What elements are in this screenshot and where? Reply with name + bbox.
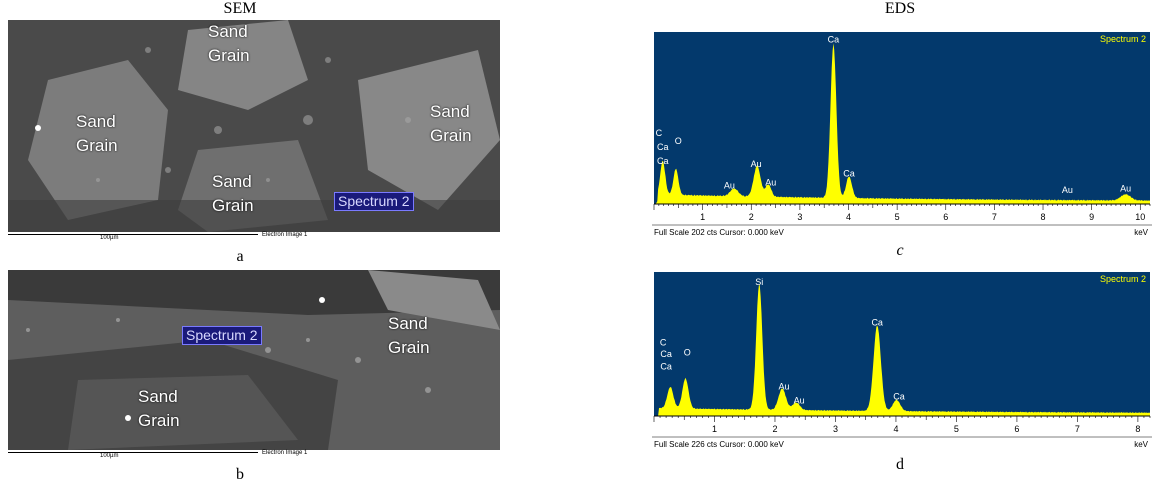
peak-label: Au bbox=[1062, 185, 1073, 195]
x-tick-label: 8 bbox=[1041, 212, 1046, 222]
caption-a: a bbox=[236, 248, 244, 265]
peak-label: Ca bbox=[657, 142, 669, 152]
peak-label: Au bbox=[751, 159, 762, 169]
peak-label: Ca bbox=[871, 317, 883, 327]
eds-chart-d: Spectrum 2 C O Ca Ca Si Au Au Ca Ca 1 2 3 4 5 6 7 8 Full S… bbox=[652, 270, 1152, 450]
caption-b: b bbox=[236, 466, 244, 483]
spectrum-marker: Spectrum 2 bbox=[182, 326, 262, 345]
grain-label: Sand Grain bbox=[388, 314, 430, 357]
eds-column-title: EDS bbox=[884, 0, 916, 17]
peak-label: Au bbox=[765, 178, 776, 188]
x-tick-label: 6 bbox=[1014, 424, 1019, 434]
peak-label: C bbox=[660, 337, 667, 347]
x-tick-label: 9 bbox=[1089, 212, 1094, 222]
peak-label: Au bbox=[724, 181, 735, 191]
eds-chart-c: Spectrum 2 C O Ca Ca Au Au Au Ca Ca Au Au 1 2 3 4 5 6 7 8 9 1… bbox=[652, 30, 1152, 238]
x-tick-label: 10 bbox=[1135, 212, 1145, 222]
peak-label: Si bbox=[755, 277, 763, 287]
x-tick-label: 2 bbox=[772, 424, 777, 434]
x-axis-unit: keV bbox=[1134, 440, 1148, 449]
peak-label: O bbox=[675, 136, 682, 146]
x-tick-label: 4 bbox=[893, 424, 898, 434]
sem-column-title: SEM bbox=[223, 0, 257, 17]
x-tick-label: 7 bbox=[992, 212, 997, 222]
peak-label: Ca bbox=[657, 156, 669, 166]
x-tick-label: 3 bbox=[797, 212, 802, 222]
grain-label: Sand Grain bbox=[76, 112, 118, 155]
image-label: Electron Image 1 bbox=[262, 450, 308, 456]
x-tick-label: 6 bbox=[943, 212, 948, 222]
sem-image-b: Sand Grain Sand Grain Spectrum 2 bbox=[8, 270, 500, 450]
x-axis-unit: keV bbox=[1134, 228, 1148, 237]
scale-label: 100µm bbox=[100, 235, 119, 241]
caption-d: d bbox=[896, 456, 904, 473]
eds-footer: Full Scale 226 cts Cursor: 0.000 keV bbox=[654, 440, 785, 449]
caption-c: c bbox=[896, 242, 904, 259]
x-tick-label: 1 bbox=[712, 424, 717, 434]
x-tick-label: 3 bbox=[833, 424, 838, 434]
scale-bar-b: 100µm Electron Image 1 bbox=[8, 450, 500, 462]
sem-texture-b bbox=[8, 270, 500, 450]
x-tick-label: 7 bbox=[1075, 424, 1080, 434]
peak-label: Au bbox=[1120, 184, 1131, 194]
x-tick-label: 5 bbox=[954, 424, 959, 434]
image-label: Electron Image 1 bbox=[262, 232, 308, 238]
scale-label: 100µm bbox=[100, 453, 119, 459]
spectrum-title: Spectrum 2 bbox=[1100, 34, 1146, 44]
x-tick-label: 8 bbox=[1135, 424, 1140, 434]
peak-label: Ca bbox=[843, 168, 855, 178]
peak-label: Au bbox=[779, 382, 790, 392]
spectrum-title: Spectrum 2 bbox=[1100, 274, 1146, 284]
grain-label: Sand Grain bbox=[138, 387, 180, 430]
peak-label: C bbox=[656, 128, 663, 138]
spectrum-marker: Spectrum 2 bbox=[334, 192, 414, 211]
plot-area bbox=[654, 32, 1150, 204]
x-tick-label: 5 bbox=[895, 212, 900, 222]
sem-texture-a bbox=[8, 20, 500, 232]
x-tick-label: 1 bbox=[700, 212, 705, 222]
eds-spectrum-d: Spectrum 2 C O Ca Ca Si Au Au Ca Ca 1 2 3 4 5 6 7 8 Full S… bbox=[652, 270, 1152, 450]
plot-area bbox=[654, 272, 1150, 416]
peak-label: Ca bbox=[660, 349, 672, 359]
peak-label: O bbox=[684, 348, 691, 358]
x-tick-label: 2 bbox=[749, 212, 754, 222]
scale-bar-a: 100µm Electron Image 1 bbox=[8, 232, 500, 244]
grain-label: Sand Grain bbox=[212, 172, 254, 215]
peak-label: Ca bbox=[828, 34, 840, 44]
peak-label: Ca bbox=[893, 392, 905, 402]
grain-label: Sand Grain bbox=[430, 102, 472, 145]
sem-image-a: Sand Grain Sand Grain Sand Grain Sand Grain … bbox=[8, 20, 500, 232]
grain-label: Sand Grain bbox=[208, 22, 250, 65]
peak-label: Ca bbox=[660, 361, 672, 371]
x-tick-label: 4 bbox=[846, 212, 851, 222]
peak-label: Au bbox=[794, 395, 805, 405]
eds-footer: Full Scale 202 cts Cursor: 0.000 keV bbox=[654, 228, 785, 237]
